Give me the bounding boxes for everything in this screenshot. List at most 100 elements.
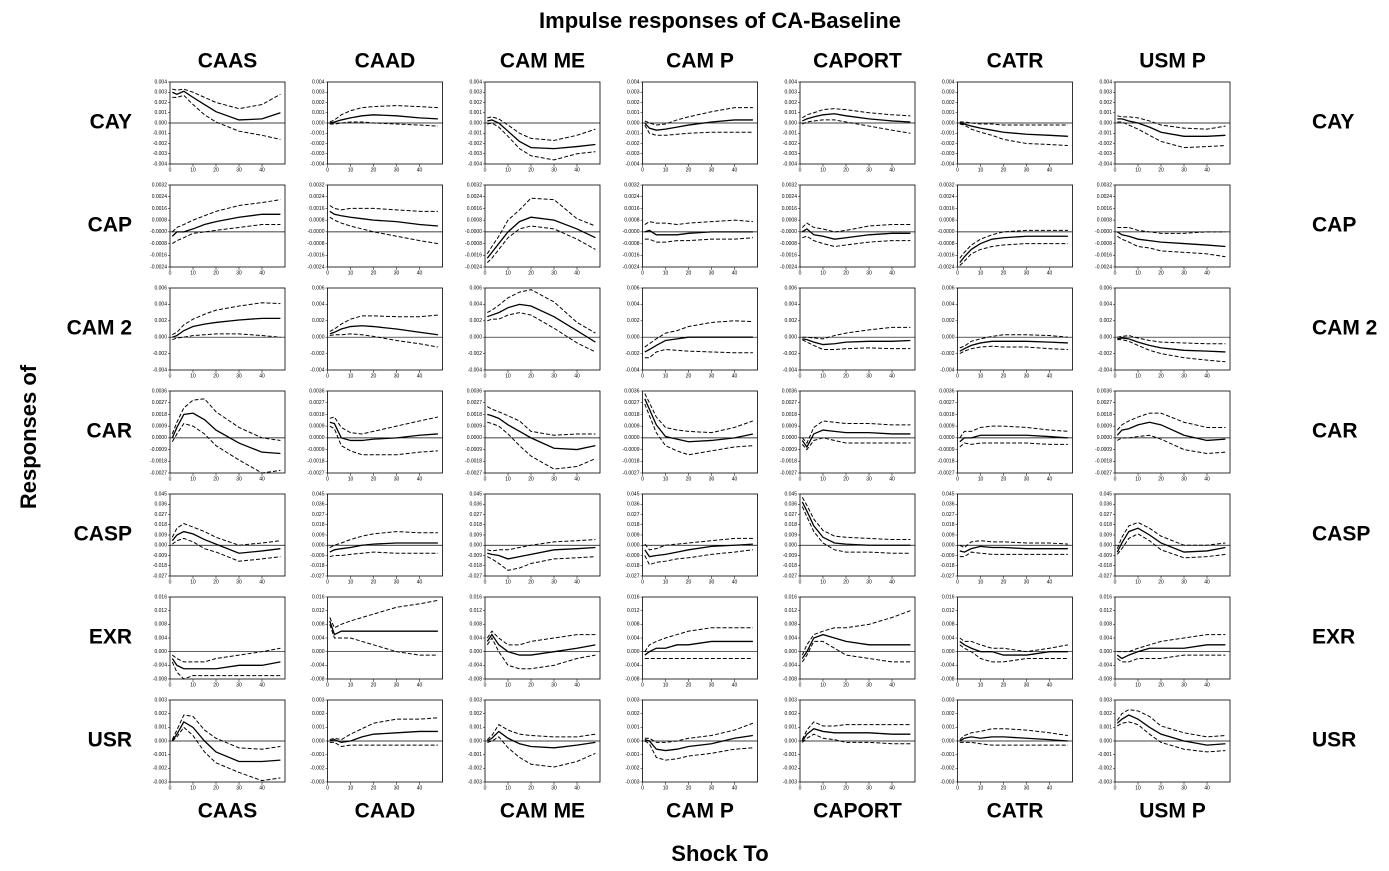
y-tick-label: 0.012	[627, 608, 640, 614]
y-tick-label: 0.002	[784, 711, 797, 717]
band-line	[802, 235, 911, 248]
y-tick-label: 0.036	[942, 502, 955, 508]
x-tick-label: 40	[1204, 270, 1210, 276]
y-axis-title: Responses of	[16, 364, 41, 509]
x-tick-label: 30	[709, 579, 715, 585]
y-tick-label: 0.000	[469, 649, 482, 655]
x-tick-label: 20	[686, 682, 692, 688]
y-tick-label: 0.000	[312, 335, 325, 341]
y-tick-label: 0.018	[1099, 522, 1112, 528]
y-tick-label: 0.003	[154, 90, 167, 96]
band-line	[959, 644, 1068, 663]
band-line	[644, 722, 754, 743]
y-tick-label: 0.0016	[152, 206, 168, 212]
row-label: USR	[1312, 729, 1356, 752]
band-line	[959, 334, 1068, 349]
x-tick-label: 40	[417, 682, 423, 688]
plot-frame	[642, 596, 758, 680]
response-line	[644, 543, 753, 558]
y-tick-label: 0.000	[154, 335, 167, 341]
band-line	[1117, 434, 1226, 454]
y-tick-label: 0.0032	[939, 182, 955, 188]
band-line	[959, 442, 1068, 448]
column-label: CAAD	[355, 800, 416, 823]
y-tick-label: -0.002	[468, 351, 482, 357]
plot-frame	[327, 493, 443, 577]
x-tick-label: 0	[484, 270, 487, 276]
x-tick-label: 0	[799, 270, 802, 276]
y-tick-label: 0.000	[1099, 649, 1112, 655]
x-tick-label: 20	[528, 167, 534, 173]
y-tick-label: 0.001	[1099, 725, 1112, 731]
y-tick-label: 0.000	[627, 738, 640, 744]
x-tick-label: 40	[1204, 579, 1210, 585]
y-tick-label: -0.004	[310, 367, 324, 373]
x-tick-label: 30	[236, 167, 242, 173]
x-tick-label: 20	[528, 682, 534, 688]
y-tick-label: 0.0027	[939, 400, 955, 406]
y-tick-label: 0.045	[942, 491, 955, 497]
y-tick-label: -0.0027	[780, 470, 797, 476]
x-tick-label: 10	[190, 476, 196, 482]
x-tick-label: 0	[484, 785, 487, 791]
band-line	[959, 741, 1068, 746]
band-line	[486, 197, 596, 255]
y-tick-label: -0.0016	[150, 253, 167, 259]
y-tick-label: -0.009	[468, 553, 482, 559]
y-tick-label: 0.003	[469, 697, 482, 703]
x-tick-label: 20	[213, 579, 219, 585]
band-line	[172, 302, 281, 336]
y-tick-label: 0.003	[942, 90, 955, 96]
x-tick-label: 10	[348, 167, 354, 173]
y-tick-label: -0.0008	[308, 241, 325, 247]
y-tick-label: -0.0008	[938, 241, 955, 247]
y-tick-label: -0.009	[625, 553, 639, 559]
y-tick-label: 0.009	[154, 532, 167, 538]
y-tick-label: 0.012	[784, 608, 797, 614]
y-tick-label: -0.003	[153, 779, 167, 785]
x-tick-label: 30	[1024, 373, 1030, 379]
band-line	[802, 339, 911, 350]
x-tick-label: 30	[551, 167, 557, 173]
x-tick-label: 20	[1158, 579, 1164, 585]
y-tick-label: 0.000	[154, 120, 167, 126]
response-line	[644, 229, 753, 236]
x-tick-label: 40	[732, 373, 738, 379]
x-tick-label: 10	[978, 682, 984, 688]
y-tick-label: 0.0032	[467, 182, 483, 188]
band-line	[801, 733, 911, 745]
y-tick-label: 0.0000	[624, 435, 640, 441]
y-tick-label: -0.001	[310, 131, 324, 137]
band-line	[487, 116, 596, 141]
plot-frame	[799, 287, 916, 371]
y-tick-label: 0.004	[1099, 79, 1112, 85]
x-tick-label: 20	[1158, 167, 1164, 173]
y-tick-label: -0.003	[1098, 151, 1112, 157]
y-tick-label: 0.0018	[467, 412, 483, 418]
y-tick-label: 0.002	[1099, 318, 1112, 324]
y-tick-label: 0.036	[784, 502, 797, 508]
x-tick-label: 0	[1114, 682, 1117, 688]
y-tick-label: 0.018	[942, 522, 955, 528]
x-tick-label: 0	[169, 167, 172, 173]
response-line	[171, 720, 281, 763]
y-tick-label: 0.004	[627, 79, 640, 85]
y-tick-label: -0.004	[1098, 367, 1112, 373]
band-line	[802, 108, 911, 119]
y-tick-label: -0.003	[310, 151, 324, 157]
x-tick-label: 0	[326, 476, 329, 482]
y-tick-label: 0.000	[469, 543, 482, 549]
y-tick-label: 0.008	[627, 622, 640, 628]
y-tick-label: -0.002	[783, 351, 797, 357]
x-tick-label: 20	[371, 270, 377, 276]
plot-frame	[642, 287, 758, 371]
x-tick-label: 10	[190, 167, 196, 173]
x-tick-label: 20	[371, 682, 377, 688]
y-tick-label: -0.009	[310, 553, 324, 559]
y-tick-label: -0.0009	[308, 447, 325, 453]
band-line	[959, 121, 1068, 126]
y-tick-label: 0.000	[469, 335, 482, 341]
x-tick-label: 10	[978, 167, 984, 173]
plot-frame	[957, 493, 1073, 577]
y-tick-label: 0.0027	[467, 400, 483, 406]
